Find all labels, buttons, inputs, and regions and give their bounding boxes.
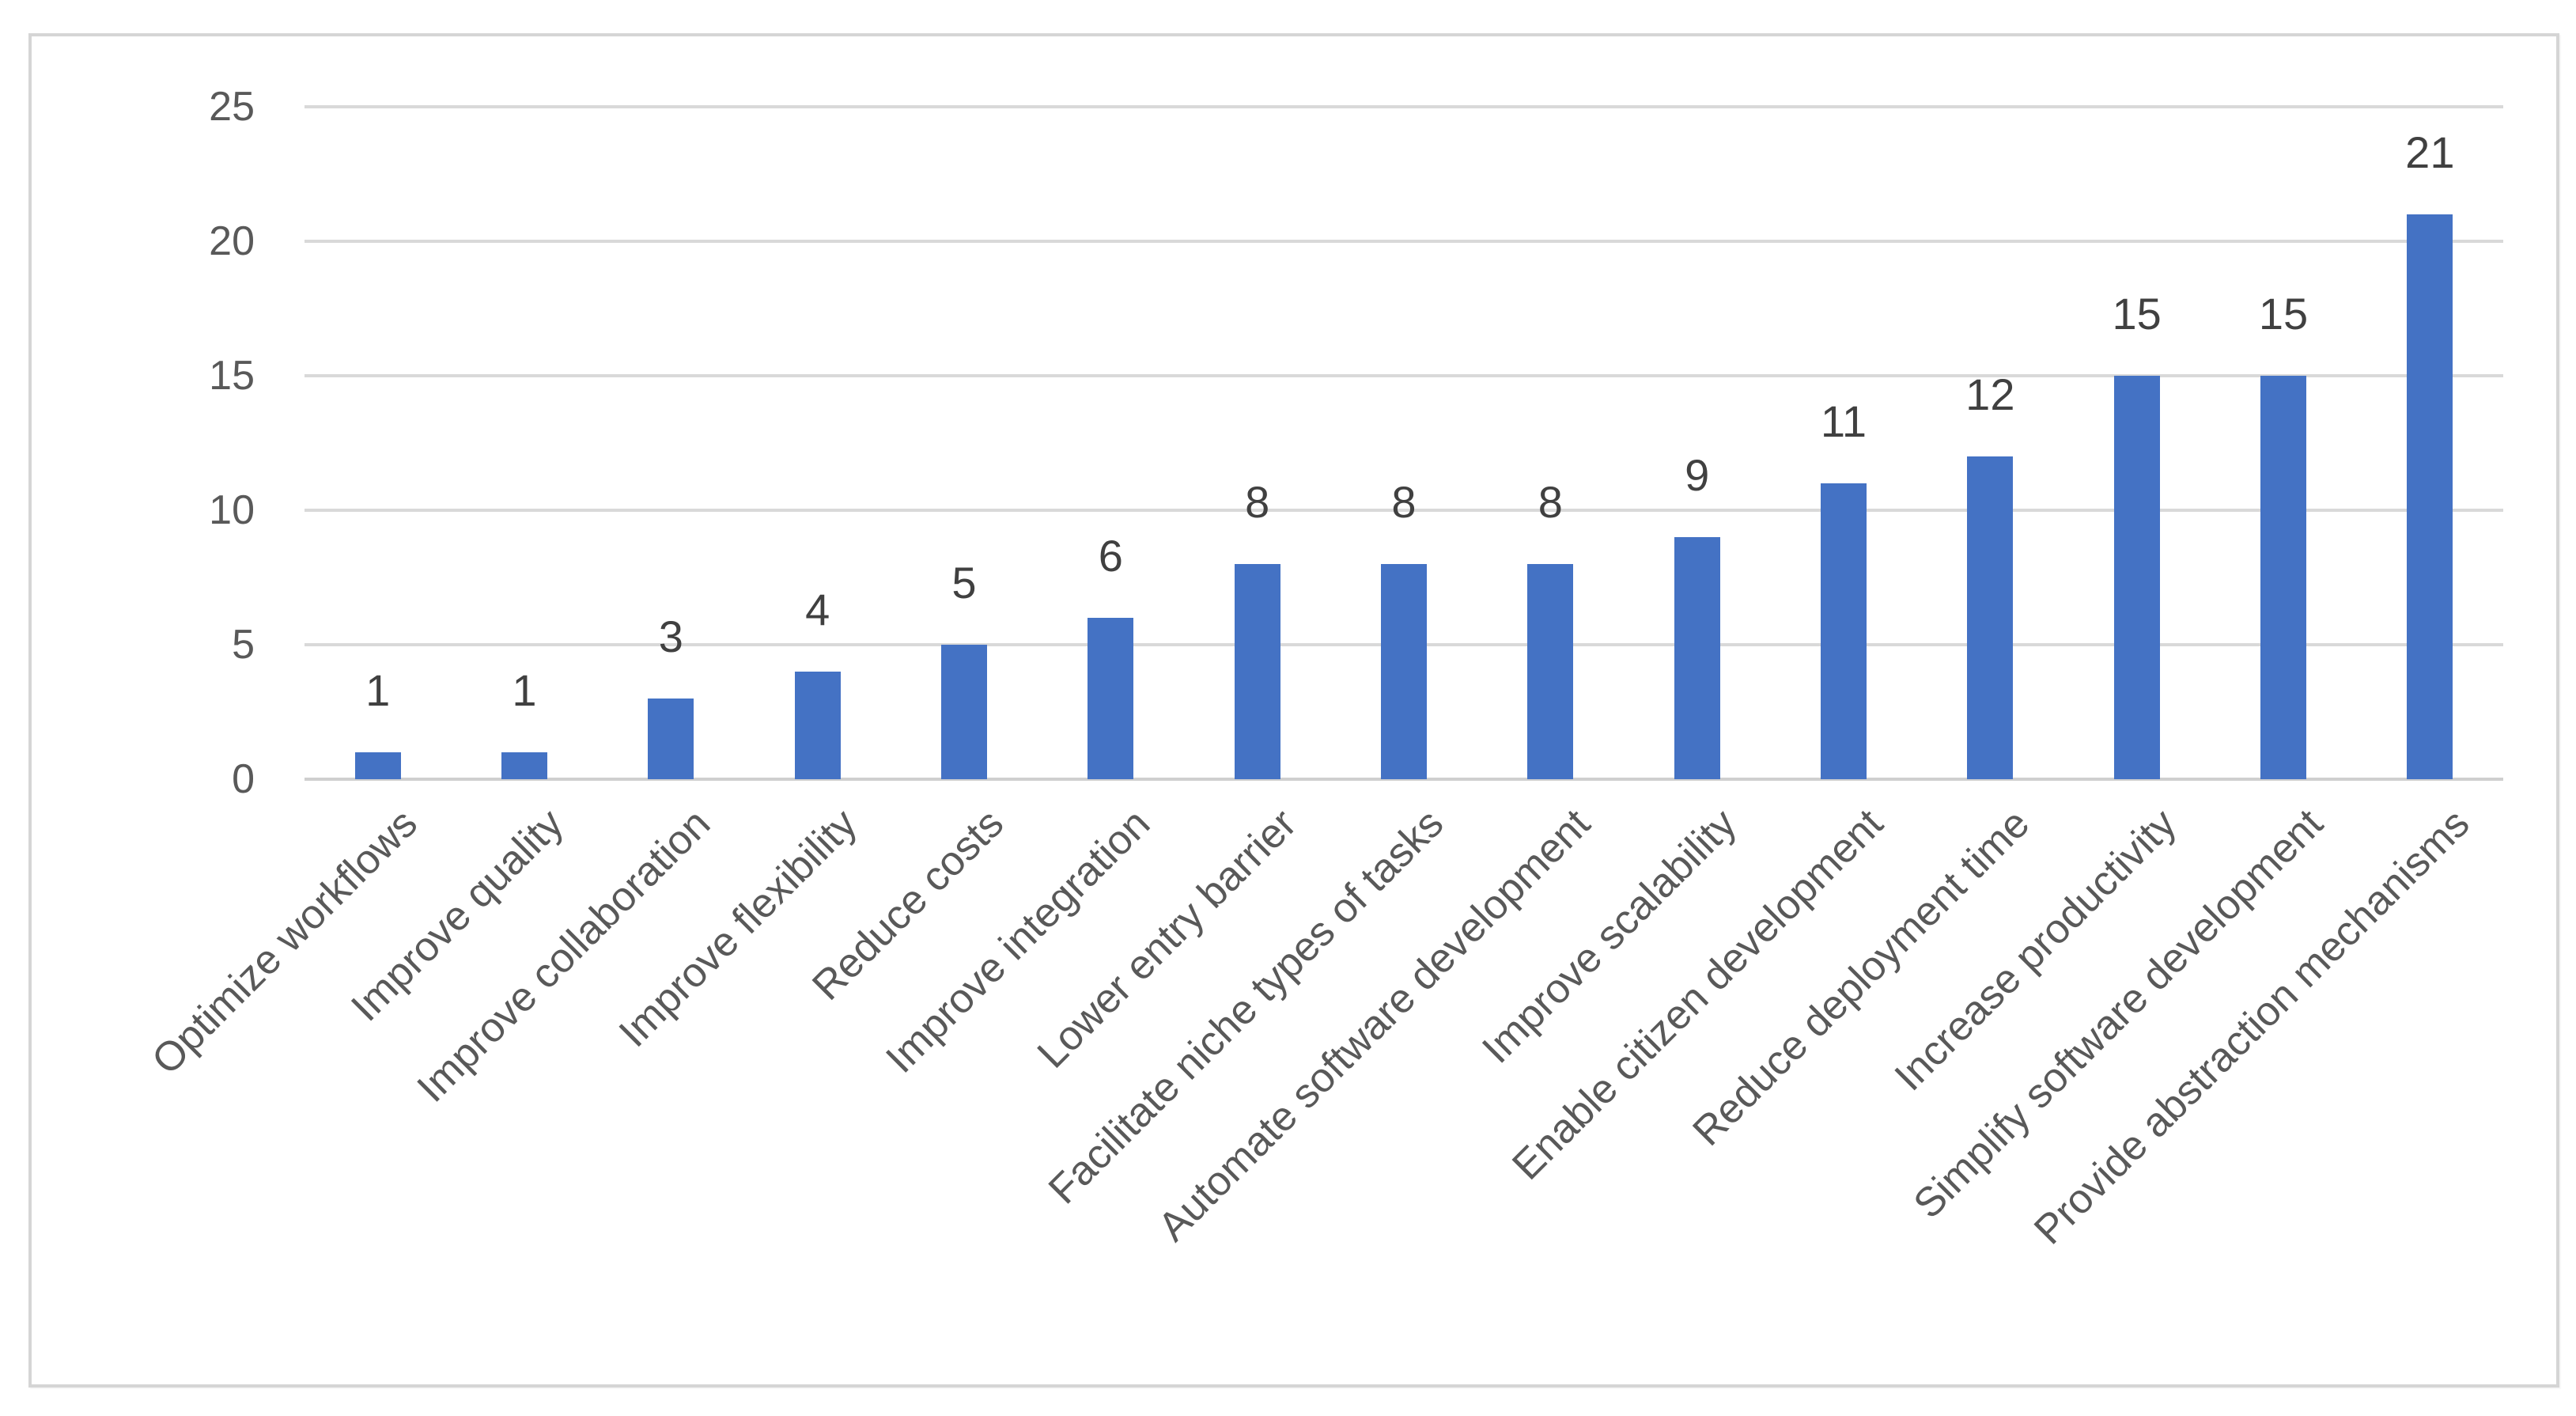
y-gridline xyxy=(305,240,2503,243)
bar xyxy=(1381,564,1427,779)
y-axis-tick-label: 10 xyxy=(209,487,255,533)
bar-value-label: 9 xyxy=(1685,450,1710,500)
bar-value-label: 11 xyxy=(1820,396,1867,446)
bar-value-label: 15 xyxy=(2258,289,2309,339)
bar xyxy=(2113,376,2160,779)
bar-value-label: 3 xyxy=(658,611,683,661)
bar xyxy=(941,645,987,779)
bar xyxy=(354,752,401,779)
bar xyxy=(2260,376,2306,779)
y-axis-tick-label: 0 xyxy=(232,756,255,802)
y-gridline xyxy=(305,374,2503,377)
bar-value-label: 6 xyxy=(1098,531,1123,581)
bar-value-label: 21 xyxy=(2405,127,2455,177)
bar-value-label: 1 xyxy=(512,665,537,715)
bar-value-label: 8 xyxy=(1391,477,1417,527)
y-axis-tick-label: 25 xyxy=(209,84,255,130)
bar xyxy=(648,699,694,779)
y-axis-tick-label: 20 xyxy=(209,218,255,264)
bar-value-label: 8 xyxy=(1245,477,1270,527)
bar-value-label: 5 xyxy=(951,558,977,608)
y-gridline xyxy=(305,105,2503,108)
bar-value-label: 12 xyxy=(1965,369,2015,419)
y-axis-tick-label: 5 xyxy=(232,622,255,668)
x-axis-line xyxy=(305,778,2503,781)
bar xyxy=(1967,456,2014,779)
bar xyxy=(1674,537,1720,779)
y-axis-tick-label: 15 xyxy=(209,353,255,399)
bar xyxy=(1088,618,1134,779)
bar xyxy=(501,752,547,779)
bar-value-label: 1 xyxy=(365,665,391,715)
y-gridline xyxy=(305,509,2503,512)
bar xyxy=(794,672,841,779)
bar-value-label: 15 xyxy=(2112,289,2162,339)
chart-border-frame xyxy=(28,33,2559,1388)
bar xyxy=(2407,214,2453,779)
bar xyxy=(1821,483,1867,779)
bar xyxy=(1527,564,1574,779)
bar xyxy=(1234,564,1280,779)
bar-value-label: 4 xyxy=(805,585,830,634)
bar-value-label: 8 xyxy=(1538,477,1563,527)
